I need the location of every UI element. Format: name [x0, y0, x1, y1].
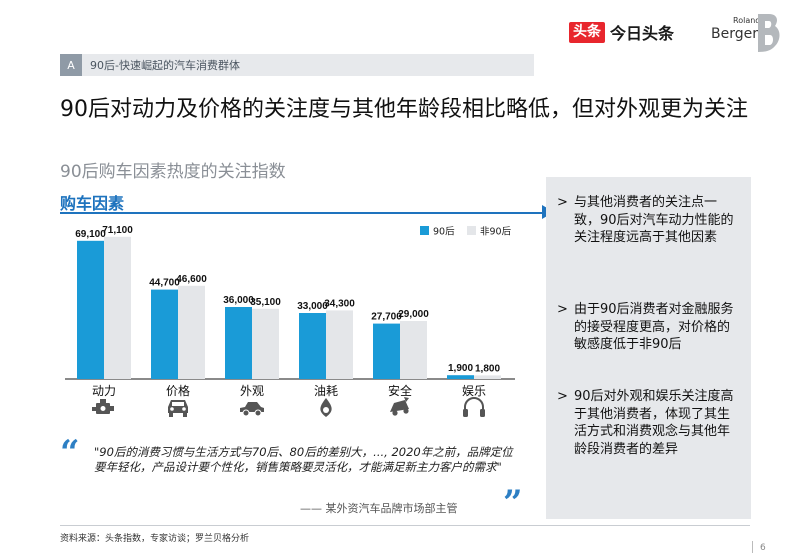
car-crash-icon — [390, 397, 409, 416]
page-number: 6 — [760, 543, 766, 553]
category-label: 安全 — [388, 383, 412, 398]
category-label: 娱乐 — [462, 384, 486, 398]
data-label: 46,600 — [176, 274, 207, 285]
footer-source: 资料来源：头条指数，专家访谈；罗兰贝格分析 — [60, 534, 250, 544]
car-front-icon — [168, 400, 188, 417]
data-label: 69,100 — [75, 229, 106, 240]
toutiao-logo: 头条 今日头条 — [569, 20, 674, 44]
category-label: 外观 — [240, 384, 264, 398]
data-label: 36,000 — [223, 295, 254, 306]
data-label: 34,300 — [324, 298, 355, 309]
bar-non90s — [178, 285, 205, 379]
engine-icon — [92, 399, 114, 414]
toutiao-badge: 头条 — [569, 21, 605, 43]
factors-label: 购车因素 — [60, 194, 125, 213]
toutiao-wordmark: 今日头条 — [610, 24, 675, 43]
insight-text: 由于90后消费者对金融服务的接受程度更高，对价格的敏感度低于非90后 — [574, 302, 734, 352]
bar-non90s — [400, 321, 427, 379]
footer-rule — [60, 525, 750, 526]
rb-roland-text: Roland — [733, 16, 761, 25]
quote-text: "90后的消费习惯与生活方式与70后、80后的差别大，..., 2020年之前，… — [94, 445, 513, 474]
car-side-icon — [240, 402, 264, 417]
legend-label: 90后 — [433, 227, 455, 238]
factors-rule — [60, 212, 544, 214]
roland-berger-logo: Roland Berger — [711, 14, 781, 52]
headphones-icon — [463, 397, 485, 417]
section-letter: A — [60, 54, 82, 76]
bar-non90s — [474, 375, 501, 379]
data-label: 1,800 — [475, 363, 500, 374]
bar-90s — [77, 240, 104, 379]
data-label: 1,900 — [448, 363, 473, 374]
legend-swatch — [420, 226, 429, 235]
bar-non90s — [104, 236, 131, 379]
rb-mark-icon — [758, 14, 780, 52]
data-label: 35,100 — [250, 297, 281, 308]
legend-swatch — [467, 226, 476, 235]
section-tag: A 90后-快速崛起的汽车消费群体 — [60, 54, 534, 76]
insight-text: 与其他消费者的关注点一致，90后对汽车动力性能的关注程度远高于其他因素 — [574, 195, 734, 245]
page-divider — [752, 541, 753, 553]
bar-90s — [225, 307, 252, 379]
data-label: 44,700 — [149, 278, 180, 289]
bar-90s — [299, 313, 326, 379]
section-title: 90后-快速崛起的汽车消费群体 — [90, 59, 240, 72]
bar-90s — [447, 375, 474, 379]
chevron-right-icon: > — [557, 302, 568, 317]
insights-panel: > 与其他消费者的关注点一致，90后对汽车动力性能的关注程度远高于其他因素 > … — [546, 177, 751, 519]
bar-non90s — [252, 308, 279, 379]
insight-item: > 与其他消费者的关注点一致，90后对汽车动力性能的关注程度远高于其他因素 — [557, 194, 734, 247]
category-label: 价格 — [166, 383, 190, 398]
page-title: 90后对动力及价格的关注度与其他年龄段相比略低，但对外观更为关注 — [60, 97, 748, 122]
legend-label: 非90后 — [480, 226, 512, 238]
category-label: 动力 — [92, 384, 116, 398]
quote-source: —— 某外资汽车品牌市场部主管 — [300, 502, 458, 515]
chevron-right-icon: > — [557, 195, 568, 210]
quote-close-icon: ” — [503, 483, 523, 523]
rb-berger-text: Berger — [711, 26, 758, 42]
bar-90s — [373, 323, 400, 379]
fuel-drop-icon — [320, 398, 332, 417]
category-label: 油耗 — [314, 384, 338, 398]
data-label: 71,100 — [102, 225, 133, 236]
data-label: 27,700 — [371, 312, 402, 323]
insight-item: > 由于90后消费者对金融服务的接受程度更高，对价格的敏感度低于非90后 — [557, 301, 734, 354]
bar-non90s — [326, 310, 353, 379]
page-subtitle: 90后购车因素热度的关注指数 — [60, 162, 286, 182]
data-label: 29,000 — [398, 309, 429, 320]
insight-text: 90后对外观和娱乐关注度高于其他消费者，体现了其生活方式和消费观念与其他年龄段消… — [574, 389, 734, 457]
chevron-right-icon: > — [557, 389, 568, 404]
quote-open-icon: “ — [60, 433, 80, 473]
data-label: 33,000 — [297, 301, 328, 312]
insight-item: > 90后对外观和娱乐关注度高于其他消费者，体现了其生活方式和消费观念与其他年龄… — [557, 388, 734, 458]
bar-90s — [151, 289, 178, 379]
